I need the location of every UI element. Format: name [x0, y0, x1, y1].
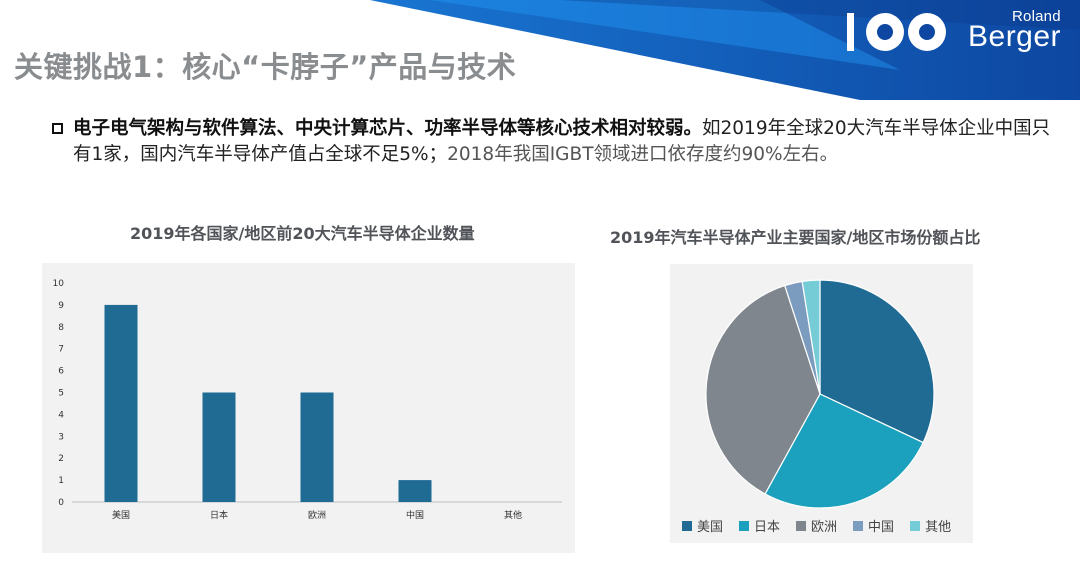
y-tick-label: 4 — [58, 410, 64, 420]
legend-item: 美国 — [682, 516, 723, 535]
bullet-square-icon — [52, 123, 63, 134]
pie-slice — [705, 284, 821, 495]
paragraph-grey: 2018年我国IGBT领域进口依存度约90%左右。 — [447, 144, 839, 165]
legend-swatch — [910, 520, 921, 531]
legend-swatch — [796, 520, 807, 531]
y-tick-label: 6 — [58, 367, 64, 377]
legend-item: 日本 — [739, 516, 780, 535]
x-tick-label: 美国 — [112, 509, 130, 521]
x-tick-label: 欧洲 — [308, 509, 326, 521]
bar-chart: 0 1 2 3 4 5 6 7 8 9 10 美国 日本 欧洲 中国 其他 — [53, 279, 562, 521]
legend-label: 其他 — [925, 520, 952, 535]
y-tick-label: 0 — [58, 498, 64, 508]
bar — [300, 392, 334, 502]
paragraph-normal: 如2019年全球20大汽车半导体企业中国只有1家，国内汽车半导体产值占全球不足5… — [73, 118, 1051, 165]
logo-berger-text: Berger — [968, 20, 1062, 53]
legend-item: 其他 — [910, 516, 951, 535]
bar — [104, 304, 138, 502]
y-tick-label: 3 — [58, 432, 64, 442]
paragraph-bold: 电子电气架构与软件算法、中央计算芯片、功率半导体等核心技术相对较弱。 — [73, 118, 703, 139]
legend-swatch — [682, 520, 692, 531]
legend-swatch — [853, 520, 864, 531]
x-tick-label: 日本 — [210, 509, 228, 521]
legend-label: 欧洲 — [811, 520, 838, 535]
logo-100-icon — [847, 13, 946, 51]
y-tick-label: 8 — [58, 323, 64, 333]
pie-chart-panel — [670, 264, 973, 543]
pie-slice — [801, 279, 821, 395]
y-tick-label: 9 — [58, 301, 64, 311]
summary-paragraph: 电子电气架构与软件算法、中央计算芯片、功率半导体等核心技术相对较弱。如2019年… — [73, 116, 1053, 168]
x-tick-label: 中国 — [406, 509, 424, 521]
legend-label: 中国 — [868, 520, 895, 535]
y-tick-label: 2 — [58, 454, 64, 464]
legend-swatch — [739, 520, 750, 531]
x-tick-label: 其他 — [504, 509, 522, 521]
legend-label: 美国 — [697, 520, 724, 535]
legend-label: 日本 — [754, 520, 781, 535]
y-tick-label: 10 — [53, 279, 65, 289]
pie-slice — [819, 279, 935, 444]
pie-chart — [705, 279, 935, 509]
pie-chart-title: 2019年汽车半导体产业主要国家/地区市场份额占比 — [610, 228, 981, 247]
bar — [202, 392, 236, 502]
y-tick-label: 1 — [58, 476, 64, 486]
bar — [398, 480, 432, 502]
y-tick-label: 7 — [58, 345, 64, 355]
page-title: 关键挑战1：核心“卡脖子”产品与技术 — [14, 50, 517, 84]
bar-chart-title: 2019年各国家/地区前20大汽车半导体企业数量 — [130, 224, 475, 243]
logo-roland-text: Roland — [1012, 8, 1061, 25]
legend-item: 欧洲 — [796, 516, 837, 535]
y-tick-label: 5 — [58, 389, 64, 399]
pie-legend: 美国 日本 欧洲 中国 其他 — [682, 516, 951, 535]
bar-chart-panel: 0 1 2 3 4 5 6 7 8 9 10 美国 日本 欧洲 中国 其他 — [42, 263, 575, 553]
legend-item: 中国 — [853, 516, 894, 535]
